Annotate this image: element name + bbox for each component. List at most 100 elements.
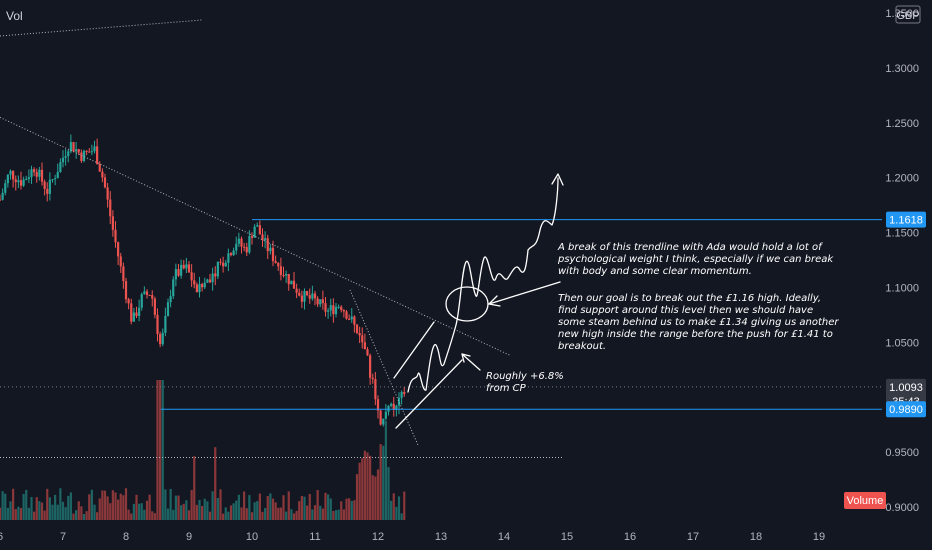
- candle: [400, 390, 403, 405]
- volume-bar: [261, 511, 264, 520]
- candle-body: [69, 142, 72, 152]
- time-axis[interactable]: 6 7 8 9 10 11 12 13 14 15 16 17 18 19: [0, 531, 825, 543]
- volume-bar: [369, 455, 372, 520]
- volume-bar: [332, 511, 335, 520]
- volume-bar: [43, 510, 46, 520]
- price-axis[interactable]: 1.3500 1.3000 1.2500 1.2000 1.1500 1.1000 1.05…: [885, 8, 919, 514]
- candle: [308, 288, 311, 304]
- volume-bar: [103, 490, 107, 520]
- candle-body: [93, 146, 96, 152]
- currency-badge-box[interactable]: [895, 5, 921, 24]
- candle-body: [174, 269, 177, 280]
- volume-bar: [64, 507, 67, 520]
- volume-bar: [300, 495, 303, 520]
- candle: [306, 290, 309, 297]
- candle: [371, 373, 374, 384]
- volume-bar: [403, 491, 406, 520]
- candle: [374, 371, 377, 406]
- volume-bar: [101, 490, 104, 520]
- volume-bar: [376, 469, 380, 520]
- candle-body: [169, 296, 172, 303]
- volume-bar: [93, 504, 96, 520]
- candle: [61, 150, 65, 168]
- volume-bar: [182, 503, 185, 520]
- volume-legend-label: Vol: [6, 9, 23, 23]
- volume-bar: [400, 513, 403, 520]
- volume-bar: [80, 506, 83, 520]
- candle: [395, 404, 398, 417]
- candle-body: [77, 149, 80, 153]
- volume-bar: [324, 492, 327, 520]
- volume-bar: [353, 500, 356, 520]
- annotation-line: psychological weight I think, especially…: [557, 254, 834, 265]
- steep-dotted-trendline[interactable]: [349, 289, 419, 446]
- candle-body: [243, 246, 246, 248]
- candle-body: [0, 199, 2, 201]
- candle-body: [332, 305, 335, 315]
- candle: [337, 304, 340, 309]
- candle: [366, 346, 369, 356]
- x-tick-label: 13: [435, 531, 447, 543]
- candle: [287, 273, 290, 291]
- volume-bar: [277, 507, 280, 520]
- upper-dotted-trendline[interactable]: [0, 19, 203, 37]
- volume-bar: [172, 509, 175, 520]
- candle: [145, 289, 149, 299]
- candle: [358, 326, 361, 344]
- candle: [182, 259, 185, 270]
- candle: [201, 282, 204, 292]
- volume-bar: [156, 380, 159, 520]
- candle-body: [355, 324, 359, 333]
- candle: [77, 148, 80, 156]
- candle-body: [201, 284, 204, 288]
- candle: [14, 175, 17, 191]
- annotation-line: Roughly +6.8%: [486, 371, 564, 382]
- candle-body: [35, 172, 38, 177]
- candle: [229, 252, 233, 257]
- volume-bar: [151, 511, 154, 520]
- candle-body: [271, 247, 275, 262]
- volume-bar: [327, 494, 330, 520]
- volume-bar: [138, 503, 141, 520]
- y-tick-label: 1.2500: [885, 118, 919, 130]
- candle: [106, 182, 109, 208]
- candle-body: [59, 162, 62, 173]
- candle: [93, 140, 96, 154]
- high-price-value: 1.1618: [889, 215, 923, 227]
- current-price-value: 1.0093: [889, 382, 923, 394]
- candle-body: [96, 146, 99, 164]
- currency-label: GBP: [896, 10, 919, 22]
- candle: [214, 266, 217, 286]
- candle: [253, 224, 256, 238]
- candle-body: [103, 177, 107, 188]
- volume-bar: [316, 490, 319, 520]
- candle: [222, 256, 225, 273]
- candle-body: [348, 318, 351, 320]
- candle: [88, 148, 91, 153]
- volume-bar: [279, 507, 282, 520]
- volume-bar: [198, 499, 201, 520]
- volume-bar: [51, 504, 54, 520]
- descending-trendline[interactable]: [0, 116, 511, 356]
- volume-bar: [164, 489, 167, 520]
- candle-body: [117, 242, 120, 257]
- volume-bar: [130, 513, 133, 520]
- candle-body: [219, 261, 222, 263]
- candle: [342, 309, 345, 318]
- volume-badge-label: Volume: [847, 495, 884, 507]
- volume-bar: [48, 497, 51, 520]
- candle: [248, 230, 251, 255]
- candle-body: [111, 216, 114, 230]
- candle: [313, 290, 317, 306]
- candle: [245, 242, 248, 257]
- candle: [35, 168, 38, 183]
- candle: [166, 298, 170, 317]
- candle-body: [198, 284, 201, 293]
- volume-badge: [844, 492, 886, 509]
- volume-bar: [285, 511, 288, 520]
- candle-body: [172, 279, 175, 297]
- candle: [148, 294, 151, 296]
- candle-body: [30, 169, 33, 178]
- candle-body: [190, 272, 193, 281]
